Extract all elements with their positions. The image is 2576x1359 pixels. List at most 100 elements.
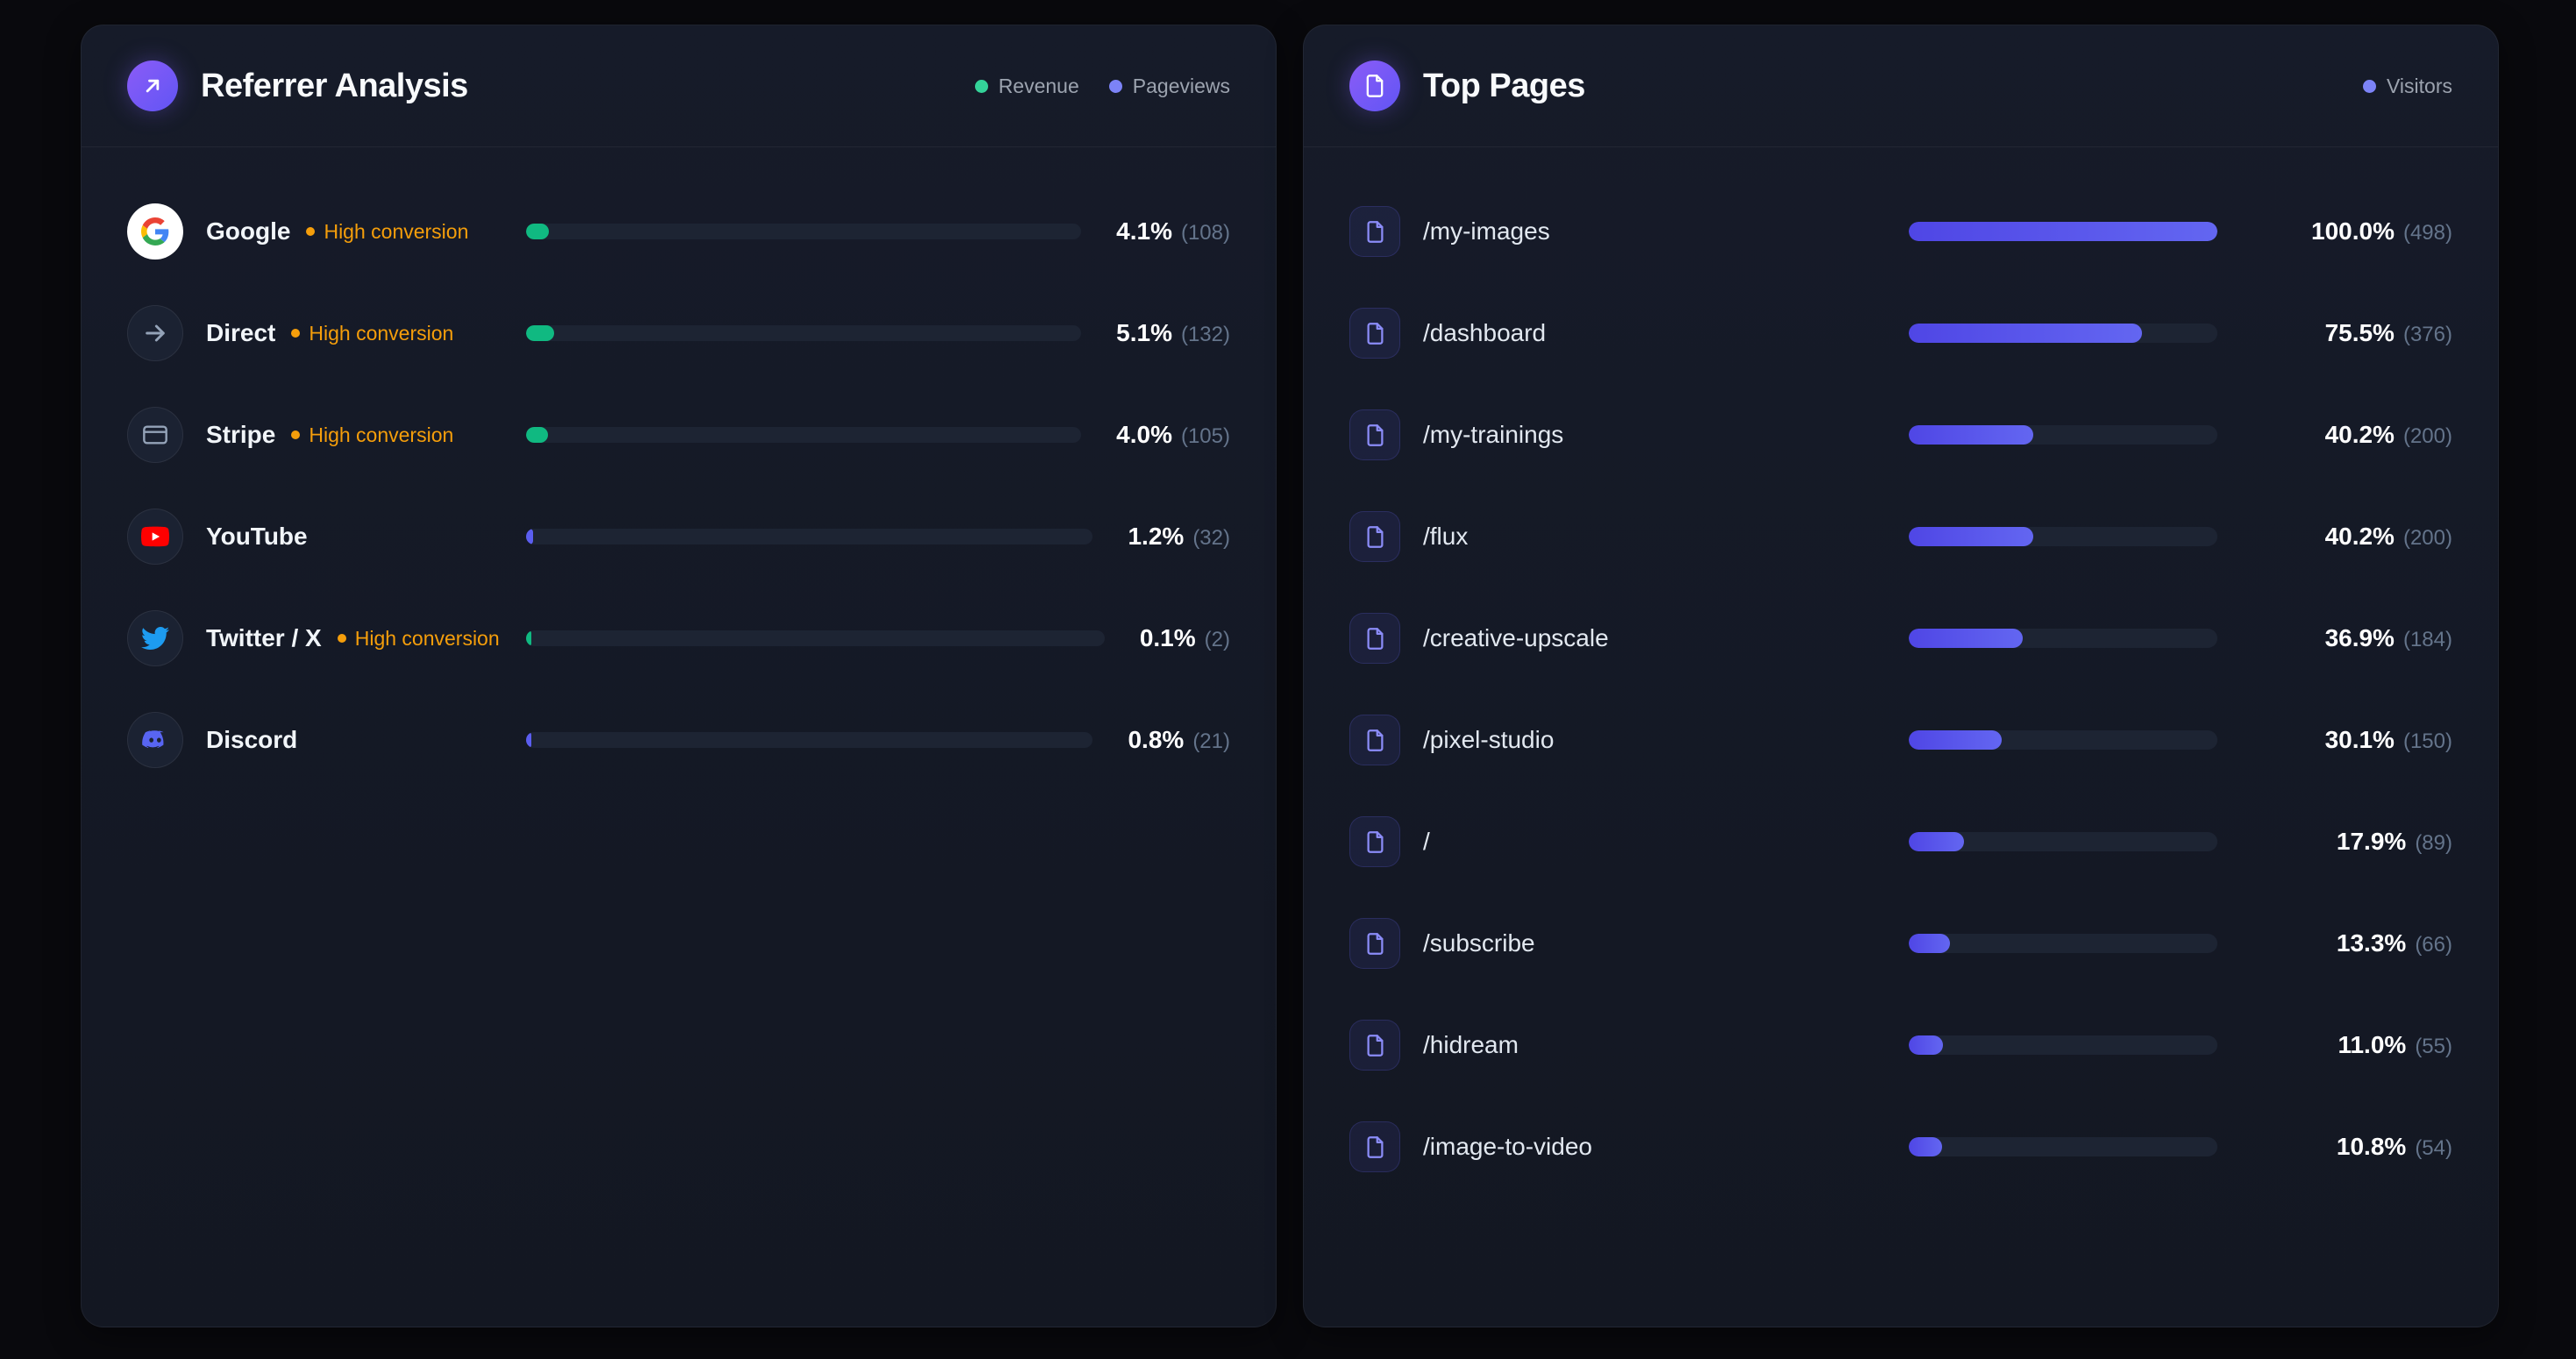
page-bar-fill [1909, 730, 2002, 750]
page-count: (200) [2402, 424, 2452, 448]
legend-item-visitors[interactable]: Visitors [2363, 75, 2452, 98]
pageviews-legend-dot-icon [1108, 79, 1122, 93]
top-page-row[interactable]: /image-to-video 10.8% (54) [1349, 1096, 2452, 1198]
referrer-count: (2) [1204, 628, 1230, 651]
page-bar-fill [1909, 1035, 1943, 1055]
legend-item-pageviews[interactable]: Pageviews [1108, 75, 1230, 98]
page-count: (55) [2415, 1035, 2452, 1058]
page-count: (376) [2402, 323, 2452, 346]
referrer-percent: 1.2% [1128, 523, 1185, 550]
page-bar-fill [1909, 934, 1950, 953]
top-page-row-left: /dashboard [1349, 308, 1909, 359]
top-page-row[interactable]: /subscribe 13.3% (66) [1349, 893, 2452, 994]
top-page-row-left: / [1349, 816, 1909, 867]
page-bar-track [1909, 832, 2217, 851]
top-pages-card-title: Top Pages [1423, 67, 1585, 104]
referrer-bar-track [526, 427, 1082, 443]
referrer-rows: Google High conversion 4.1% (108) Direct … [82, 147, 1276, 791]
page-values: 40.2% (200) [2325, 421, 2452, 449]
top-page-row[interactable]: /my-trainings 40.2% (200) [1349, 384, 2452, 486]
legend-item-revenue[interactable]: Revenue [974, 74, 1079, 98]
referrer-bar-track [526, 325, 1082, 341]
page-path: /hidream [1423, 1031, 1519, 1058]
page-percent: 17.9% [2336, 828, 2407, 855]
referrer-percent: 0.1% [1139, 624, 1196, 651]
referrer-bar-fill [526, 529, 533, 544]
top-page-row[interactable]: /creative-upscale 36.9% (184) [1349, 587, 2452, 689]
referrer-analysis-card: Referrer Analysis Revenue Pageviews Googl… [81, 25, 1277, 1327]
page-percent: 40.2% [2324, 523, 2395, 550]
top-page-row-left: /subscribe [1349, 918, 1909, 969]
file-icon [1349, 1020, 1400, 1071]
page-bar-track [1909, 222, 2217, 241]
file-icon [1349, 816, 1400, 867]
page-percent: 100.0% [2311, 217, 2395, 245]
referrer-row-left: Google High conversion [127, 203, 526, 260]
referrer-row[interactable]: Stripe High conversion 4.0% (105) [127, 384, 1230, 486]
referrer-name: Discord [206, 726, 298, 753]
page-bar-track [1909, 934, 2217, 953]
referrer-name: Direct [206, 319, 276, 346]
page-values: 40.2% (200) [2325, 523, 2452, 551]
visitors-legend-dot-icon [2363, 79, 2376, 93]
twitter-icon [127, 610, 183, 666]
top-page-row-left: /flux [1349, 511, 1909, 562]
referrer-name: YouTube [206, 523, 308, 550]
referrer-row[interactable]: Twitter / X High conversion 0.1% (2) [127, 587, 1230, 689]
page-bar-track [1909, 527, 2217, 546]
page-count: (150) [2402, 729, 2452, 753]
badge-label: High conversion [309, 321, 454, 345]
referrer-row[interactable]: Google High conversion 4.1% (108) [127, 181, 1230, 282]
badge-dot-icon [306, 227, 316, 236]
page-percent: 40.2% [2324, 421, 2395, 448]
page-bar-track [1909, 1137, 2217, 1156]
page-values: 10.8% (54) [2337, 1133, 2452, 1161]
top-page-row[interactable]: /flux 40.2% (200) [1349, 486, 2452, 587]
referrer-bar-track [526, 732, 1093, 748]
page-path: /subscribe [1423, 929, 1535, 957]
page-percent: 13.3% [2336, 929, 2407, 957]
referrer-legend: Revenue Pageviews [974, 74, 1230, 98]
top-page-row[interactable]: /my-images 100.0% (498) [1349, 181, 2452, 282]
referrer-row[interactable]: Discord 0.8% (21) [127, 689, 1230, 791]
page-bar-track [1909, 1035, 2217, 1055]
credit-card-icon [127, 407, 183, 463]
top-page-row[interactable]: /pixel-studio 30.1% (150) [1349, 689, 2452, 791]
referrer-values: 4.1% (108) [1116, 217, 1230, 245]
referrer-count: (108) [1180, 221, 1230, 245]
high-conversion-badge: High conversion [291, 423, 453, 447]
referrer-row-left: Stripe High conversion [127, 407, 526, 463]
top-page-row-left: /creative-upscale [1349, 613, 1909, 664]
high-conversion-badge: High conversion [306, 220, 468, 244]
discord-icon [127, 712, 183, 768]
referrer-bar-fill [526, 732, 531, 748]
referrer-values: 0.1% (2) [1140, 624, 1230, 652]
badge-dot-icon [337, 634, 346, 643]
top-pages-legend: Visitors [2363, 75, 2452, 98]
referrer-bar-fill [526, 224, 549, 239]
page-values: 30.1% (150) [2325, 726, 2452, 754]
page-path: /my-images [1423, 217, 1550, 245]
page-values: 36.9% (184) [2325, 624, 2452, 652]
referrer-row[interactable]: Direct High conversion 5.1% (132) [127, 282, 1230, 384]
legend-label: Revenue [998, 74, 1079, 97]
referrer-row[interactable]: YouTube 1.2% (32) [127, 486, 1230, 587]
page-bar-fill [1909, 629, 2023, 648]
page-values: 13.3% (66) [2337, 929, 2452, 957]
top-page-row-left: /my-images [1349, 206, 1909, 257]
referrer-name: Google [206, 217, 291, 245]
page-bar-track [1909, 425, 2217, 445]
top-page-row[interactable]: / 17.9% (89) [1349, 791, 2452, 893]
referrer-bar-track [526, 630, 1105, 646]
top-page-row[interactable]: /hidream 11.0% (55) [1349, 994, 2452, 1096]
referrer-percent: 0.8% [1128, 726, 1185, 753]
file-icon [1349, 1121, 1400, 1172]
page-percent: 30.1% [2324, 726, 2395, 753]
page-count: (89) [2415, 831, 2452, 855]
legend-label: Visitors [2387, 74, 2452, 97]
referrer-row-left: Direct High conversion [127, 305, 526, 361]
top-page-row[interactable]: /dashboard 75.5% (376) [1349, 282, 2452, 384]
referrer-bar-track [526, 224, 1082, 239]
page-path: /my-trainings [1423, 421, 1564, 448]
